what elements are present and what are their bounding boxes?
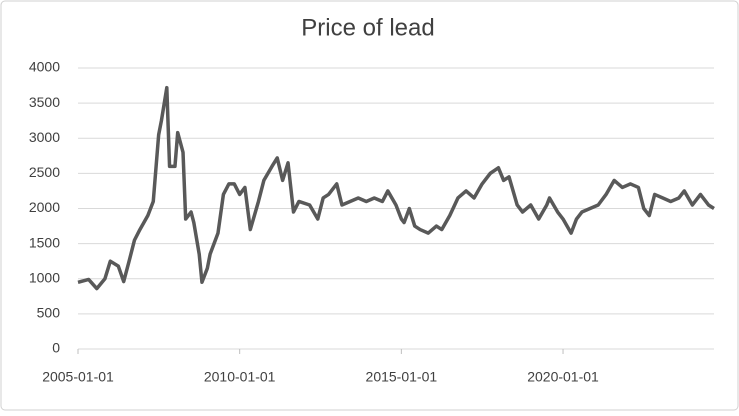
y-tick-label: 500 <box>37 305 61 321</box>
y-tick-label: 0 <box>52 340 60 356</box>
y-tick-label: 3000 <box>29 129 60 145</box>
line-series <box>77 85 715 291</box>
x-tick-label: 2005-01-01 <box>42 369 114 385</box>
chart-title: Price of lead <box>301 14 434 41</box>
x-tick-label: 2015-01-01 <box>366 369 438 385</box>
y-tick-label: 3500 <box>29 94 60 110</box>
x-tick-label: 2020-01-01 <box>527 369 599 385</box>
x-tick-label: 2010-01-01 <box>204 369 276 385</box>
y-tick-label: 1500 <box>29 234 60 250</box>
y-tick-label: 2500 <box>29 164 60 180</box>
y-tick-label: 4000 <box>29 59 60 75</box>
y-tick-label: 2000 <box>29 199 60 215</box>
y-tick-label: 1000 <box>29 269 60 285</box>
